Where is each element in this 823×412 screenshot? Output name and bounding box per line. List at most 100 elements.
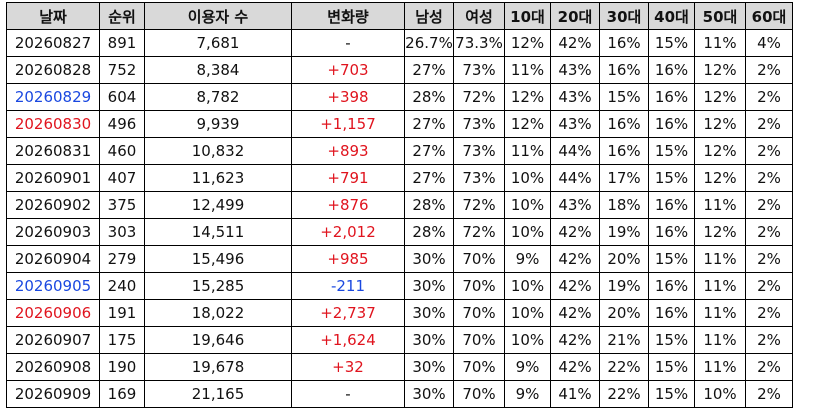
cell-age-50s: 11%: [694, 272, 746, 300]
table-row: 20260901 407 11,623 +791 27% 73% 10% 44% 17% 15% 1…: [6, 164, 793, 192]
cell-age-60s: 2%: [745, 164, 793, 192]
cell-female: 72%: [453, 83, 505, 111]
cell-age-10s: 10%: [504, 191, 551, 219]
cell-date: 20260906: [6, 299, 100, 327]
cell-change: +876: [291, 191, 405, 219]
cell-rank: 175: [99, 326, 145, 354]
cell-users: 18,022: [144, 299, 292, 327]
cell-age-50s: 11%: [694, 353, 746, 381]
cell-female: 70%: [453, 245, 505, 273]
cell-age-20s: 42%: [550, 353, 600, 381]
cell-date: 20260831: [6, 137, 100, 165]
cell-age-50s: 12%: [694, 110, 746, 138]
cell-age-40s: 16%: [648, 272, 695, 300]
cell-age-50s: 11%: [694, 326, 746, 354]
cell-change: +703: [291, 56, 405, 84]
cell-male: 28%: [404, 191, 454, 219]
cell-female: 72%: [453, 218, 505, 246]
cell-female: 70%: [453, 299, 505, 327]
cell-users: 11,623: [144, 164, 292, 192]
cell-age-20s: 41%: [550, 380, 600, 408]
header-age-30s: 30대: [599, 2, 649, 30]
cell-age-40s: 15%: [648, 245, 695, 273]
cell-age-40s: 15%: [648, 326, 695, 354]
cell-male: 30%: [404, 380, 454, 408]
cell-age-20s: 43%: [550, 191, 600, 219]
cell-age-20s: 43%: [550, 110, 600, 138]
cell-age-40s: 16%: [648, 218, 695, 246]
table-row: 20260909 169 21,165-30% 70% 9% 41% 22% 15% 10% 2%: [6, 380, 793, 408]
cell-age-10s: 11%: [504, 137, 551, 165]
table-row: 20260907 175 19,646 +1,624 30% 70% 10% 42% 21% 15…: [6, 326, 793, 354]
cell-male: 27%: [404, 164, 454, 192]
cell-age-50s: 12%: [694, 137, 746, 165]
cell-age-60s: 2%: [745, 272, 793, 300]
cell-male: 27%: [404, 56, 454, 84]
table-row: 20260827 891 7,681-26.7% 73.3% 12% 42% 16% 15% 1…: [6, 29, 793, 57]
cell-date: 20260901: [6, 164, 100, 192]
cell-age-30s: 16%: [599, 110, 649, 138]
cell-age-50s: 11%: [694, 245, 746, 273]
cell-age-30s: 16%: [599, 56, 649, 84]
cell-change: +1,624: [291, 326, 405, 354]
header-age-60s: 60대: [745, 2, 793, 30]
cell-age-30s: 19%: [599, 272, 649, 300]
cell-female: 73%: [453, 164, 505, 192]
cell-users: 10,832: [144, 137, 292, 165]
table-row: 20260831 460 10,832 +893 27% 73% 11% 44% 16% 15% 1…: [6, 137, 793, 165]
cell-age-30s: 20%: [599, 299, 649, 327]
cell-age-60s: 2%: [745, 245, 793, 273]
cell-male: 26.7%: [404, 29, 454, 57]
cell-users: 7,681: [144, 29, 292, 57]
cell-age-30s: 16%: [599, 137, 649, 165]
header-age-40s: 40대: [648, 2, 695, 30]
cell-male: 27%: [404, 137, 454, 165]
cell-age-10s: 12%: [504, 83, 551, 111]
cell-age-60s: 2%: [745, 299, 793, 327]
cell-age-50s: 10%: [694, 380, 746, 408]
cell-age-30s: 16%: [599, 29, 649, 57]
cell-age-10s: 12%: [504, 29, 551, 57]
cell-users: 15,496: [144, 245, 292, 273]
header-row: 날짜 순위 이용자 수 변화량 남성 여성 10대 20대 30대 40대 50…: [6, 2, 793, 30]
header-date: 날짜: [6, 2, 100, 30]
cell-age-20s: 43%: [550, 83, 600, 111]
cell-rank: 279: [99, 245, 145, 273]
cell-change: +32: [291, 353, 405, 381]
cell-age-20s: 43%: [550, 56, 600, 84]
cell-rank: 752: [99, 56, 145, 84]
header-male: 남성: [404, 2, 454, 30]
table-row: 20260906 191 18,022 +2,737 30% 70% 10% 42% 20% 16…: [6, 299, 793, 327]
cell-age-10s: 9%: [504, 380, 551, 408]
cell-change: -: [291, 380, 405, 408]
cell-users: 8,384: [144, 56, 292, 84]
cell-rank: 604: [99, 83, 145, 111]
cell-male: 28%: [404, 218, 454, 246]
cell-age-10s: 10%: [504, 218, 551, 246]
cell-age-60s: 4%: [745, 29, 793, 57]
cell-female: 70%: [453, 380, 505, 408]
cell-male: 30%: [404, 299, 454, 327]
cell-change: -211: [291, 272, 405, 300]
cell-age-40s: 15%: [648, 137, 695, 165]
cell-male: 30%: [404, 353, 454, 381]
header-age-20s: 20대: [550, 2, 600, 30]
cell-age-40s: 15%: [648, 353, 695, 381]
cell-age-30s: 22%: [599, 353, 649, 381]
cell-age-10s: 10%: [504, 272, 551, 300]
cell-change: +893: [291, 137, 405, 165]
cell-rank: 375: [99, 191, 145, 219]
cell-age-20s: 42%: [550, 299, 600, 327]
cell-female: 73.3%: [453, 29, 505, 57]
cell-male: 28%: [404, 83, 454, 111]
cell-users: 12,499: [144, 191, 292, 219]
cell-female: 73%: [453, 110, 505, 138]
cell-age-60s: 2%: [745, 191, 793, 219]
cell-age-50s: 12%: [694, 218, 746, 246]
cell-date: 20260907: [6, 326, 100, 354]
cell-date: 20260827: [6, 29, 100, 57]
cell-age-10s: 10%: [504, 299, 551, 327]
header-age-50s: 50대: [694, 2, 746, 30]
cell-age-30s: 15%: [599, 83, 649, 111]
cell-age-60s: 2%: [745, 137, 793, 165]
